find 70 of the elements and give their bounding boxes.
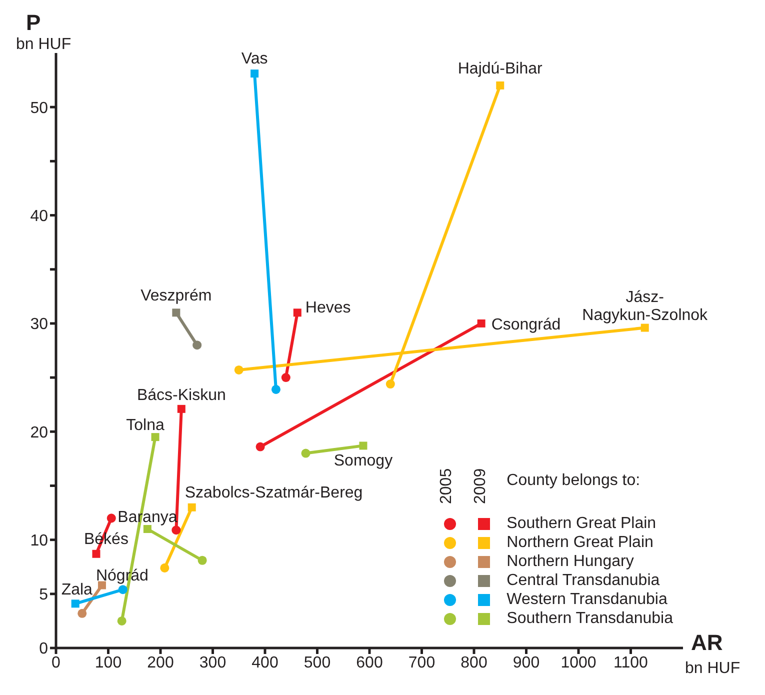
annotation: 2009 [472, 468, 490, 504]
point [640, 324, 649, 332]
series-label: Csongrád [491, 316, 561, 334]
x-tick-label: 1000 [560, 654, 596, 672]
point [234, 365, 244, 374]
y-tick-label: 20 [30, 424, 48, 442]
point [160, 563, 170, 572]
series-label: Vas [241, 50, 268, 68]
point [293, 308, 302, 317]
point [117, 616, 126, 626]
x-tick-label: 400 [252, 654, 278, 672]
x-tick-label: 800 [460, 654, 488, 672]
point [496, 81, 504, 90]
y-tick-label: 30 [30, 316, 48, 334]
point [172, 308, 180, 317]
point [188, 503, 196, 512]
series-label: Szabolcs-Szatmár-Bereg [184, 484, 363, 502]
point [71, 600, 80, 608]
series-label: Hajdú-Bihar [458, 60, 544, 78]
point [359, 442, 368, 450]
point [177, 404, 186, 413]
x-tick-label: 200 [147, 654, 174, 672]
y-tick-label: 10 [30, 532, 48, 550]
series-label: Veszprém [140, 288, 212, 305]
legend-label: Southern Great Plain [506, 514, 656, 532]
x-tick-label: 300 [199, 654, 226, 672]
point [477, 319, 486, 328]
point [92, 550, 100, 558]
point [192, 340, 202, 350]
point [256, 442, 265, 452]
legend-title: County belongs to: [506, 472, 640, 491]
y-tick-label: 50 [30, 100, 48, 117]
y-tick-label: 5 [39, 586, 48, 604]
point [106, 514, 116, 523]
text: bn HUF [685, 660, 740, 678]
text: bn HUF [16, 36, 72, 54]
legend-label: Northern Hungary [506, 552, 634, 570]
point [271, 384, 280, 394]
series-label: Heves [305, 300, 351, 317]
series-label: Bács-Kiskun [136, 386, 226, 404]
y-tick-label: 0 [39, 640, 48, 658]
point [151, 433, 160, 442]
point [78, 608, 87, 618]
point [301, 448, 310, 458]
point [118, 585, 128, 594]
legend-label: Central Transdanubia [506, 572, 660, 590]
series-label: Zala [61, 582, 93, 599]
point [386, 380, 395, 389]
x-tick-label: 1100 [614, 654, 648, 672]
point [198, 556, 207, 565]
point [172, 526, 181, 535]
legend-label: Southern Transdanubia [506, 610, 673, 628]
series-label: Jász-Nagykun-Szolnok [582, 288, 709, 324]
x-axis-title: AR [691, 630, 723, 656]
x-tick-label: 600 [356, 654, 383, 672]
point [250, 70, 259, 78]
series-label: Somogy [334, 452, 393, 470]
legend-label: Western Transdanubia [506, 590, 668, 608]
x-tick-label: 100 [94, 654, 122, 672]
x-tick-label: 700 [408, 654, 436, 672]
annotation: 2005 [438, 468, 456, 504]
x-tick-label: 500 [304, 654, 331, 672]
legend-label: Northern Great Plain [506, 534, 654, 552]
y-tick-label: 40 [30, 208, 48, 225]
point [143, 525, 152, 533]
x-tick-label: 0 [52, 654, 61, 672]
series-label: Tolna [126, 417, 164, 434]
x-tick-label: 900 [512, 654, 540, 672]
y-axis-title: P [26, 10, 41, 36]
point [281, 373, 290, 382]
